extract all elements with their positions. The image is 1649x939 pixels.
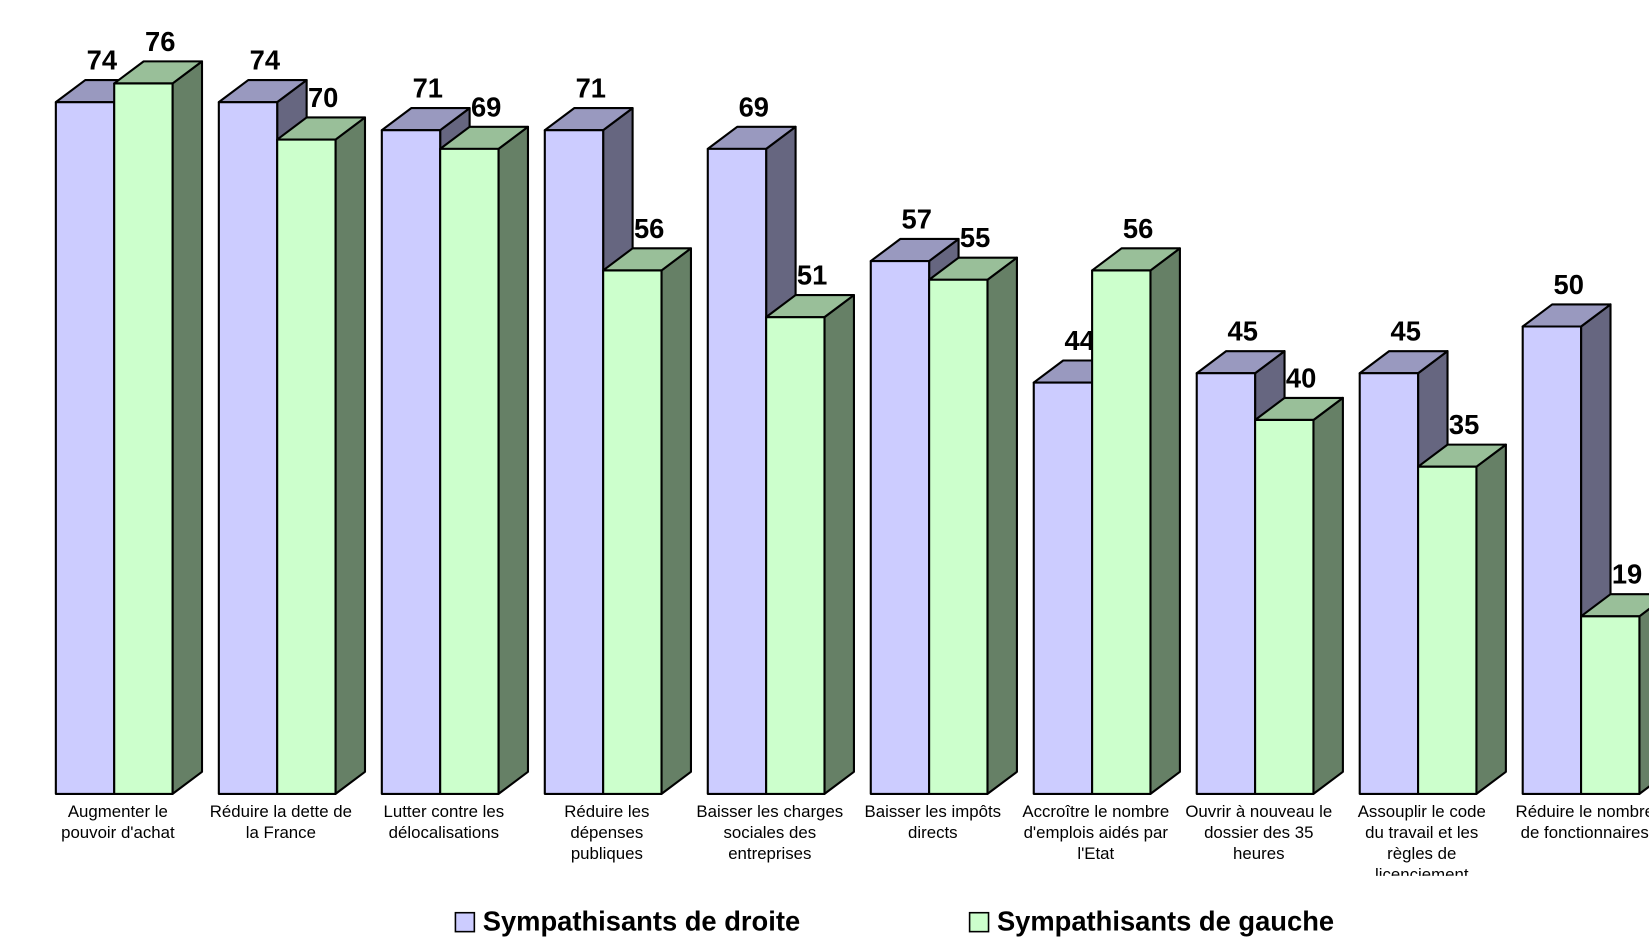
- bar-side: [1149, 247, 1181, 795]
- category-label-box: Réduire les dépenses publiques: [564, 803, 650, 864]
- value-label: 70: [308, 82, 338, 113]
- category-label-box: Accroître le nombre d'emplois aidés par …: [1022, 803, 1170, 864]
- bar: [439, 147, 500, 795]
- bar: [1091, 269, 1152, 795]
- category-label: Ouvrir à nouveau le dossier des 35 heure…: [1185, 803, 1333, 864]
- category-label-box: Ouvrir à nouveau le dossier des 35 heure…: [1185, 803, 1333, 864]
- value-label: 55: [960, 222, 990, 253]
- bar: [1358, 372, 1420, 795]
- value-label: 45: [1228, 316, 1258, 347]
- bar-side: [171, 60, 204, 795]
- category-label-box: Baisser les charges sociales des entrepr…: [696, 803, 844, 864]
- value-label: 71: [413, 73, 443, 104]
- legend-swatch: [454, 911, 476, 933]
- value-label: 45: [1391, 316, 1421, 347]
- bar: [380, 129, 442, 795]
- value-label: 56: [634, 213, 664, 244]
- legend-swatch: [968, 911, 990, 933]
- bar: [928, 278, 989, 795]
- legend-label: Sympathisants de droite: [483, 905, 800, 936]
- category-label: Réduire la dette de la France: [209, 803, 352, 843]
- bar: [1195, 372, 1257, 795]
- bar-side: [334, 116, 367, 795]
- legend-label: Sympathisants de gauche: [997, 905, 1334, 936]
- value-label: 56: [1123, 213, 1153, 244]
- category-label-box: Réduire la dette de la France: [209, 803, 352, 843]
- bar-side: [986, 256, 1018, 795]
- bar: [543, 129, 605, 795]
- bar: [1254, 418, 1315, 795]
- value-label: 50: [1554, 269, 1584, 300]
- value-label: 69: [471, 91, 501, 122]
- bar-side: [497, 125, 530, 795]
- category-label: Réduire les dépenses publiques: [564, 803, 650, 864]
- category-label-box: Lutter contre les délocalisations: [383, 803, 505, 843]
- bar: [602, 269, 663, 795]
- value-label: 40: [1286, 362, 1316, 393]
- value-label: 69: [739, 91, 769, 122]
- category-label-box: Augmenter le pouvoir d'achat: [61, 803, 175, 843]
- bar: [1417, 465, 1478, 795]
- category-label: Accroître le nombre d'emplois aidés par …: [1022, 803, 1170, 864]
- bar-side: [1475, 443, 1507, 795]
- value-label: 74: [87, 45, 118, 76]
- category-label: Assouplir le code du travail et les règl…: [1357, 803, 1486, 876]
- value-label: 44: [1065, 325, 1096, 356]
- bar: [113, 82, 174, 795]
- bar: [54, 101, 116, 795]
- bar: [869, 260, 931, 795]
- bar: [1580, 615, 1641, 795]
- category-label-box: Baisser les impôts directs: [864, 803, 1002, 843]
- value-label: 51: [797, 260, 827, 291]
- category-label: Réduire le nombre de fonctionnaires: [1515, 803, 1649, 843]
- bar: [1032, 381, 1094, 795]
- value-label: 19: [1612, 559, 1642, 590]
- category-label-box: Assouplir le code du travail et les règl…: [1357, 803, 1486, 876]
- category-label: Baisser les charges sociales des entrepr…: [696, 803, 844, 864]
- category-label-box: Réduire le nombre de fonctionnaires: [1515, 803, 1649, 843]
- bar: [276, 138, 337, 795]
- bar: [765, 316, 826, 795]
- category-label: Augmenter le pouvoir d'achat: [61, 803, 175, 843]
- bar-side: [660, 247, 693, 795]
- bar-side: [1312, 396, 1344, 795]
- value-label: 57: [902, 203, 932, 234]
- bar: [1521, 325, 1583, 795]
- bar-side: [823, 294, 855, 795]
- category-label: Baisser les impôts directs: [864, 803, 1002, 843]
- value-label: 71: [576, 73, 606, 104]
- value-label: 35: [1449, 409, 1479, 440]
- category-label: Lutter contre les délocalisations: [383, 803, 505, 843]
- value-label: 74: [250, 45, 281, 76]
- bar: [706, 147, 768, 795]
- value-label: 76: [145, 26, 175, 57]
- bar: [217, 101, 279, 795]
- bar-side: [1638, 607, 1649, 795]
